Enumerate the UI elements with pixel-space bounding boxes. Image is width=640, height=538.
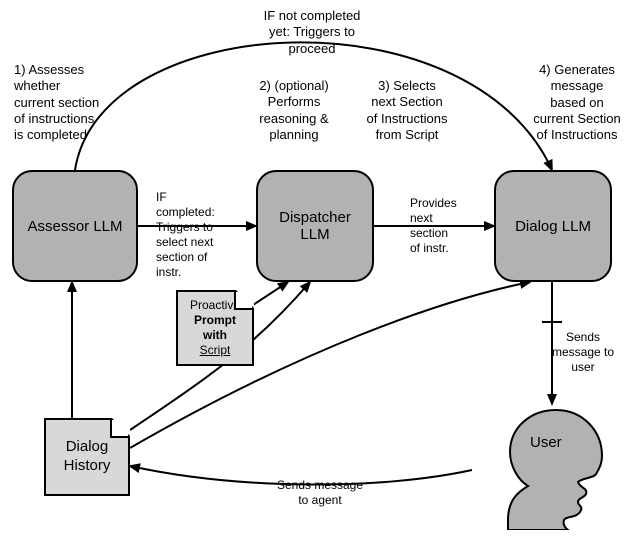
label-a1: 1) Assesses whether current section of i… [14, 62, 124, 143]
user: User [460, 400, 640, 530]
node-assessor: Assessor LLM [12, 170, 138, 282]
user-head-icon [460, 400, 640, 530]
label-provides: Provides next section of instr. [410, 196, 476, 256]
arrow-6 [253, 282, 288, 305]
label-a3: 3) Selects next Section of Instructions … [352, 78, 462, 143]
label-ifnot: IF not completed yet: Triggers to procee… [242, 8, 382, 57]
doc-history: DialogHistory [44, 418, 130, 496]
doc-history-line-1: History [64, 457, 111, 476]
doc-prompt-line-2: Script [182, 343, 248, 358]
doc-prompt: ProactivePrompt withScript [176, 290, 254, 366]
doc-history-line-0: Dialog [64, 438, 111, 457]
node-dialog: Dialog LLM [494, 170, 612, 282]
label-a4: 4) Generates message based on current Se… [518, 62, 636, 143]
user-label: User [530, 434, 562, 451]
label-sendsagent: Sends message to agent [260, 478, 380, 508]
doc-prompt-line-1: Prompt with [182, 313, 248, 343]
label-a2: 2) (optional) Performs reasoning & plann… [244, 78, 344, 143]
label-ifyes: IF completed: Triggers to select next se… [156, 190, 242, 280]
doc-history-text: DialogHistory [64, 438, 111, 476]
node-dispatcher: Dispatcher LLM [256, 170, 374, 282]
label-sendsuser: Sends message to user [538, 330, 628, 375]
